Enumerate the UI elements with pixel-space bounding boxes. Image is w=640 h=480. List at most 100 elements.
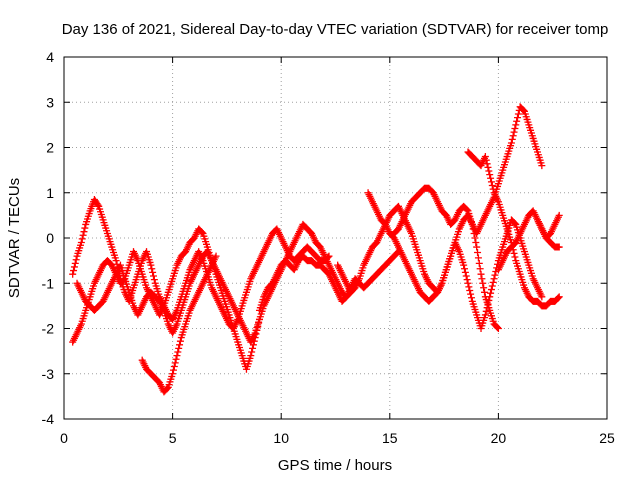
data-point <box>487 286 495 294</box>
data-point <box>486 293 494 301</box>
data-point <box>467 294 475 302</box>
data-point <box>174 348 182 356</box>
data-point <box>72 256 80 264</box>
data-point <box>471 234 479 242</box>
data-point <box>475 259 483 267</box>
data-point <box>477 270 485 278</box>
series-trace-11 <box>533 211 563 242</box>
data-point <box>485 296 493 304</box>
data-point <box>494 325 502 332</box>
data-point <box>512 121 520 129</box>
data-point <box>511 124 519 132</box>
data-point <box>170 363 178 371</box>
data-point <box>150 276 158 284</box>
data-point <box>538 293 546 301</box>
data-point <box>511 220 519 228</box>
data-point <box>555 243 563 251</box>
series-trace-4 <box>138 252 220 396</box>
data-point <box>555 211 563 219</box>
y-tick-label: 3 <box>46 94 54 110</box>
data-point <box>483 304 491 312</box>
data-point <box>476 265 484 273</box>
data-point <box>514 114 522 122</box>
data-point <box>169 366 177 374</box>
data-point <box>538 162 546 170</box>
series-trace-8 <box>390 103 546 237</box>
data-point <box>484 300 492 308</box>
y-tick-label: -1 <box>42 275 55 291</box>
data-point <box>494 324 502 332</box>
data-point <box>466 286 474 294</box>
data-point <box>487 178 495 186</box>
data-point <box>70 263 78 271</box>
data-point <box>478 275 486 283</box>
data-point <box>472 239 480 247</box>
data-point <box>248 348 256 356</box>
series-trace-9 <box>464 148 563 310</box>
data-point <box>465 283 473 291</box>
data-point <box>481 311 489 319</box>
data-point <box>325 252 333 260</box>
data-point <box>247 352 255 360</box>
series-trace-2 <box>69 196 333 332</box>
x-tick-label: 25 <box>599 430 615 446</box>
y-axis-label: SDTVAR / TECUs <box>6 178 23 298</box>
data-point <box>163 384 171 392</box>
data-point <box>508 135 516 143</box>
data-point <box>489 185 497 193</box>
y-tick-label: 2 <box>46 140 54 156</box>
series-trace-1 <box>69 220 359 373</box>
chart-title: Day 136 of 2021, Sidereal Day-to-day VTE… <box>62 21 609 38</box>
data-point <box>487 174 495 182</box>
data-point <box>463 206 471 214</box>
data-point <box>79 231 87 239</box>
data-point <box>71 259 79 267</box>
x-axis-label: GPS time / hours <box>278 457 392 474</box>
y-tick-label: 1 <box>46 185 54 201</box>
x-tick-label: 0 <box>60 430 68 446</box>
data-point <box>255 315 263 323</box>
data-point <box>480 288 488 296</box>
data-point <box>481 153 489 161</box>
data-point <box>78 235 86 243</box>
data-point <box>511 253 519 261</box>
data-point <box>149 272 157 280</box>
data-point <box>462 272 470 280</box>
data-point <box>147 261 155 269</box>
x-tick-label: 20 <box>491 430 507 446</box>
data-point <box>461 268 469 276</box>
data-point <box>464 279 472 287</box>
data-point <box>489 278 497 286</box>
data-point <box>491 271 499 279</box>
y-tick-label: -4 <box>42 411 55 427</box>
data-point <box>81 224 89 232</box>
data-point <box>467 290 475 298</box>
data-point <box>77 239 85 247</box>
data-point <box>169 370 177 378</box>
y-tick-label: -3 <box>42 366 55 382</box>
data-point <box>473 243 481 251</box>
x-tick-label: 10 <box>273 430 289 446</box>
data-point <box>324 253 332 261</box>
data-point <box>198 229 206 237</box>
series-trace-6 <box>334 202 502 332</box>
data-point <box>486 171 494 179</box>
data-point <box>510 128 518 136</box>
data-point <box>463 276 471 284</box>
data-point <box>487 289 495 297</box>
data-point <box>488 282 496 290</box>
y-tick-label: 4 <box>46 49 54 65</box>
data-point <box>175 344 183 352</box>
data-point <box>483 160 491 168</box>
x-tick-label: 5 <box>169 430 177 446</box>
data-point <box>172 355 180 363</box>
data-point <box>520 106 528 114</box>
data-point <box>484 163 492 171</box>
series-trace-3 <box>73 248 263 346</box>
data-point <box>70 267 78 275</box>
axis-layer: 0 5 10 15 20 25 -4 -3 -2 -1 0 1 2 3 4 <box>42 49 615 446</box>
data-point <box>490 275 498 283</box>
data-point <box>482 307 490 315</box>
